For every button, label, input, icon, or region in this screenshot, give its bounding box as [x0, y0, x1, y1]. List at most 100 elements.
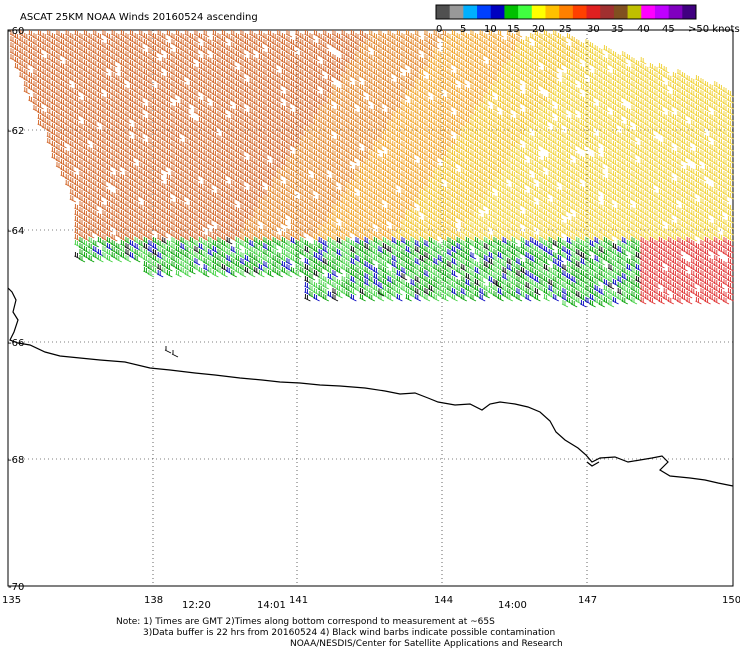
wind-barb [423, 48, 431, 56]
wind-barb [304, 240, 311, 248]
wind-barb [221, 42, 228, 50]
wind-barb [538, 51, 546, 59]
wind-barb [267, 72, 274, 80]
wind-barb [538, 57, 546, 65]
wind-barb [589, 42, 596, 50]
wind-barb [271, 57, 279, 65]
wind-barb [230, 36, 238, 44]
wind-barb [575, 153, 583, 161]
wind-barb [281, 63, 288, 71]
wind-barb [46, 54, 54, 62]
wind-barb [511, 45, 518, 53]
wind-barb [644, 66, 652, 74]
wind-barb [593, 45, 601, 53]
wind-barb [281, 57, 288, 65]
wind-barb [621, 51, 629, 59]
wind-barb [607, 48, 615, 56]
wind-barb [317, 33, 325, 41]
wind-barb [230, 30, 238, 38]
wind-barb [271, 63, 279, 71]
wind-barb [235, 45, 242, 53]
wind-barb [423, 66, 431, 74]
wind-barb [501, 51, 509, 59]
wind-barb [483, 63, 491, 71]
wind-barb [423, 54, 431, 62]
wind-barb [515, 36, 523, 44]
wind-barb [189, 45, 196, 53]
wind-barb [345, 69, 353, 77]
wind-barb [547, 39, 555, 47]
wind-barb [534, 54, 541, 62]
wind-barb [336, 63, 343, 71]
wind-barb [557, 63, 564, 71]
wind-barb [313, 30, 320, 38]
wind-barb [37, 66, 44, 74]
wind-barb [175, 72, 182, 80]
wind-barb [294, 72, 302, 80]
wind-barb [225, 75, 233, 83]
wind-barb [474, 39, 481, 47]
wind-barb [276, 36, 284, 44]
wind-barb [308, 33, 316, 41]
wind-barb [253, 63, 261, 71]
wind-barb [152, 63, 159, 71]
wind-barb [294, 36, 302, 44]
wind-barb [156, 42, 164, 50]
wind-barbs [9, 30, 734, 358]
wind-barb [313, 66, 320, 74]
wind-barb [391, 45, 399, 53]
wind-barb [92, 60, 100, 68]
wind-barb [409, 63, 417, 71]
wind-barb [359, 60, 366, 68]
wind-barb [124, 57, 132, 65]
wind-barb [147, 36, 155, 44]
wind-barb [69, 39, 77, 47]
wind-barb [83, 48, 90, 56]
wind-barb [115, 75, 123, 83]
wind-barb [32, 69, 40, 77]
wind-barb [207, 57, 215, 65]
wind-barb [69, 51, 77, 59]
wind-barb [230, 54, 238, 62]
wind-barb [170, 69, 178, 77]
wind-barb [423, 36, 431, 44]
wind-barb [570, 66, 578, 74]
wind-barb [124, 75, 132, 83]
wind-barb [400, 75, 408, 83]
wind-barb [460, 66, 468, 74]
wind-barb [143, 69, 150, 77]
wind-barb [258, 36, 265, 44]
wind-barb [290, 45, 297, 53]
wind-barb [391, 63, 399, 71]
wind-barb [189, 33, 196, 41]
wind-barb [124, 45, 132, 53]
wind-barb [281, 75, 288, 83]
wind-barb [285, 60, 293, 68]
wind-barb [478, 54, 486, 62]
wind-barb [552, 48, 560, 56]
wind-barb [506, 30, 514, 38]
wind-barb [276, 48, 284, 56]
wind-barb [156, 60, 164, 68]
wind-barb [212, 54, 219, 62]
wind-barb [46, 42, 54, 50]
wind-barb [230, 66, 238, 74]
wind-barb [198, 75, 205, 83]
wind-barb [331, 60, 339, 68]
wind-barb [161, 63, 169, 71]
wind-barb [55, 30, 63, 38]
wind-barb [345, 57, 353, 65]
wind-barb [258, 66, 265, 74]
wind-barb [515, 60, 523, 68]
wind-barb [580, 72, 587, 80]
wind-barb [635, 66, 642, 74]
wind-barb [547, 51, 555, 59]
wind-barb [14, 63, 21, 71]
wind-barb [221, 36, 228, 44]
wind-barb [363, 45, 371, 53]
wind-barb [575, 39, 583, 47]
wind-barb [212, 66, 219, 74]
wind-barb [547, 57, 555, 65]
wind-barb [184, 54, 192, 62]
wind-barb [202, 42, 210, 50]
